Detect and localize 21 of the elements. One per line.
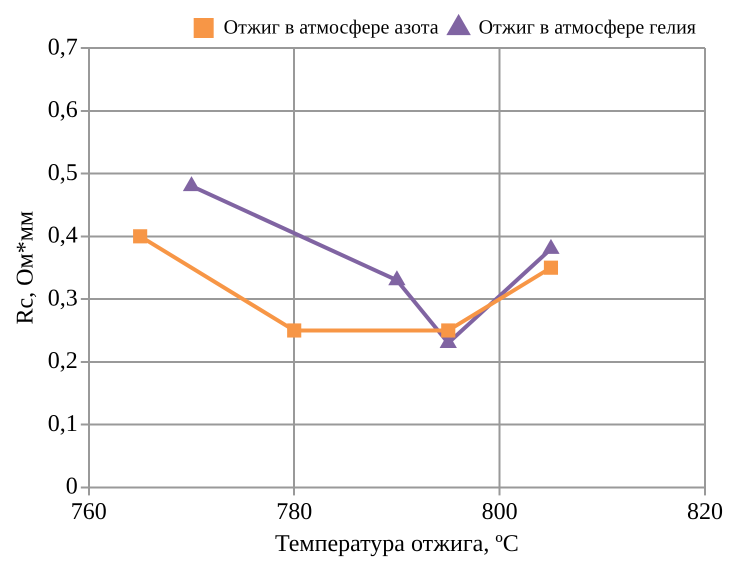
- point: [287, 323, 302, 338]
- x-tick-label: 800: [482, 499, 518, 526]
- y-tick-label: 0,2: [48, 348, 78, 374]
- y-tick-label: 0,7: [48, 34, 78, 60]
- point: [182, 176, 200, 192]
- point: [441, 323, 456, 338]
- x-axis-title: Температура отжига, ºС: [275, 530, 519, 557]
- y-tick-label: 0,4: [48, 222, 78, 249]
- legend-label: Отжиг в атмосфере азота: [224, 16, 439, 38]
- legend-label: Отжиг в атмосфере гелия: [478, 16, 696, 38]
- point: [544, 260, 558, 275]
- point: [133, 229, 148, 244]
- y-tick-label: 0: [66, 474, 78, 500]
- x-tick-label: 780: [276, 499, 312, 526]
- y-tick-label: 0,1: [48, 410, 78, 437]
- y-axis-title: Rc, Ом*мм: [12, 210, 39, 324]
- y-tick-label: 0,5: [48, 160, 78, 186]
- y-tick-label: 0,3: [48, 285, 78, 312]
- x-tick-label: 820: [687, 499, 723, 526]
- x-tick-label: 760: [70, 499, 107, 526]
- y-tick-label: 0,6: [48, 97, 78, 124]
